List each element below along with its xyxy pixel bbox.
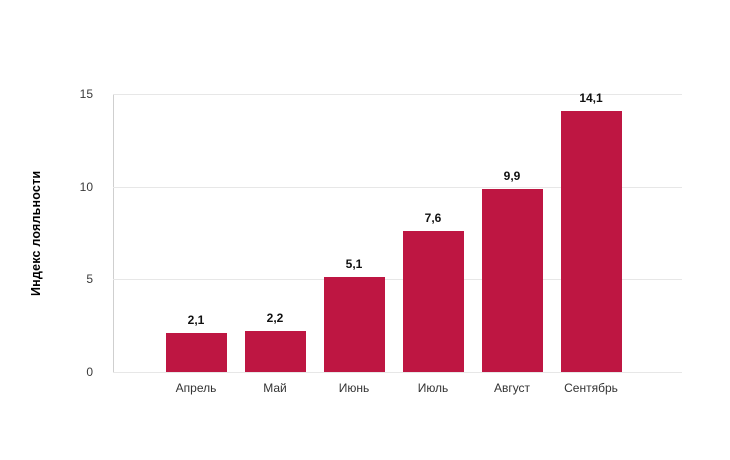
gridline-0 [113,372,682,373]
bar-value-label: 5,1 [345,257,363,272]
bar-Май [244,331,306,372]
y-tick-label: 0 [86,365,93,379]
gridline-15 [113,94,682,95]
x-tick-label: Июнь [338,381,370,395]
bar-value-label: 14,1 [579,90,603,105]
y-axis-line [113,94,114,372]
gridline-5 [113,279,682,281]
gridline-10 [113,186,682,188]
bar-Июнь [323,277,385,372]
x-tick-label: Апрель [175,381,217,395]
x-tick-label: Июль [417,381,449,395]
x-tick-label: Август [493,381,531,395]
bar-value-label: 7,6 [424,211,442,226]
bar-value-label: 9,9 [503,168,521,183]
y-axis-title: Индекс лояльности [29,170,43,296]
bar-value-label: 2,1 [187,313,205,328]
y-tick-label: 15 [79,87,93,101]
x-tick-label: Сентябрь [564,381,618,395]
bar-Сентябрь [560,110,622,372]
y-tick-label: 5 [86,272,93,287]
x-tick-label: Май [263,381,287,395]
bar-Июль [402,231,464,372]
bar-value-label: 2,2 [266,311,284,326]
bar-Апрель [165,333,227,372]
y-tick-label: 10 [79,179,93,194]
plot-area: 0 5 10 15 2,1 Апрель 2,2 Май 5,1 Июнь 7,6 Июль 9,9 Ав… [80,87,682,395]
bar-Август [481,188,543,372]
